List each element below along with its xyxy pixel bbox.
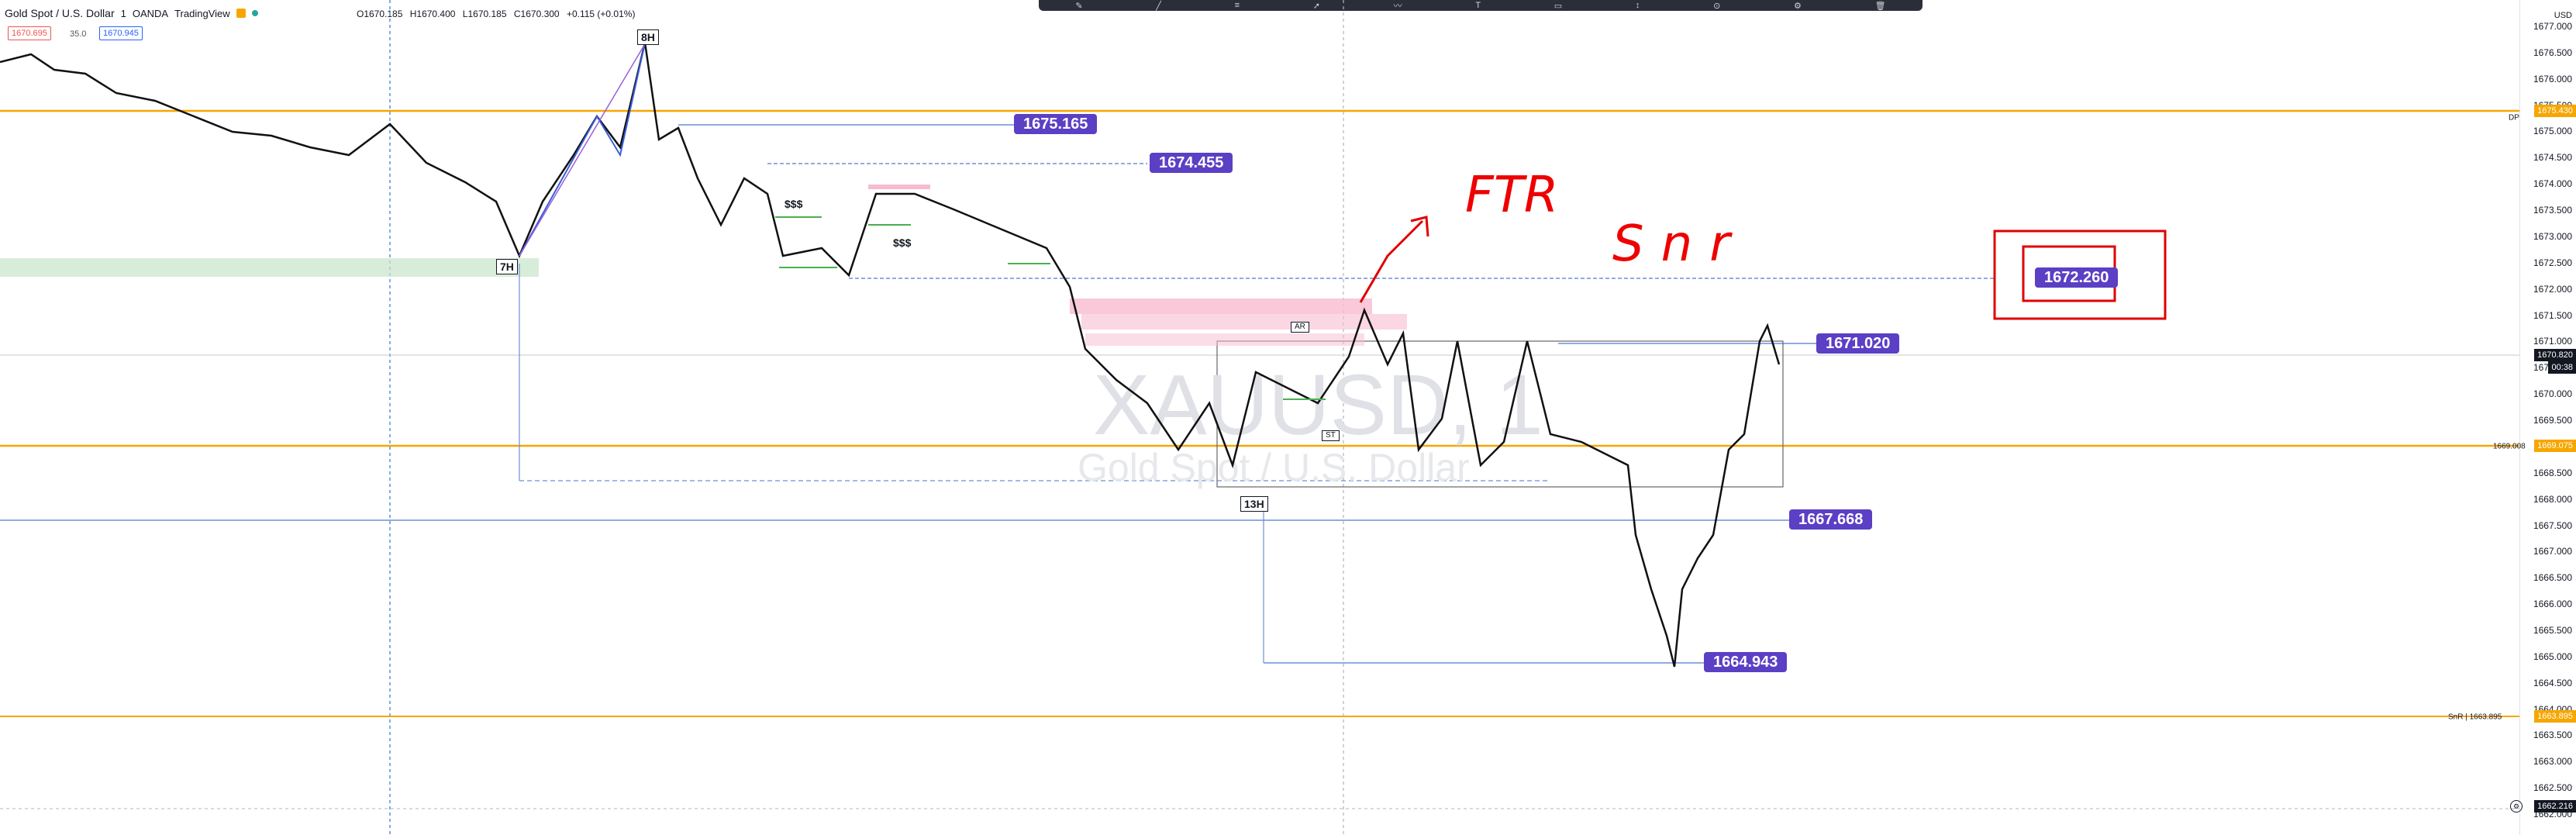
measure-icon[interactable]: ↕ — [1635, 1, 1640, 10]
axis-tick-label: 1672.500 — [2533, 257, 2572, 268]
liquidity-label-1: $$$ — [785, 198, 803, 210]
rect-icon[interactable]: ▭ — [1554, 1, 1563, 11]
svg-text:Gold Spot / U.S. Dollar: Gold Spot / U.S. Dollar — [1078, 446, 1470, 489]
side-label-dp: DP — [2509, 113, 2519, 122]
text-icon[interactable]: T — [1475, 1, 1481, 10]
axis-tick-label: 1666.500 — [2533, 572, 2572, 584]
brush-icon[interactable]: 〰 — [1393, 2, 1402, 11]
axis-last-price: 1670.820 — [2534, 349, 2576, 361]
ohlc-values: O1670.185 H1670.400 L1670.185 C1670.300 … — [357, 9, 640, 19]
axis-tick-label: 1668.000 — [2533, 493, 2572, 505]
axis-tick-label: 1663.500 — [2533, 730, 2572, 741]
axis-tick-label: 1674.500 — [2533, 152, 2572, 164]
axis-tick-label: 1667.000 — [2533, 546, 2572, 557]
axis-tick-label: 1668.500 — [2533, 467, 2572, 478]
axis-tick-label: 1666.000 — [2533, 599, 2572, 610]
axis-tick-label: 1673.500 — [2533, 205, 2572, 216]
annotation-ftr: FTR — [1465, 167, 1559, 224]
open-value: O1670.185 — [357, 9, 403, 19]
axis-tick-label: 1672.000 — [2533, 283, 2572, 295]
settings-icon[interactable]: ⚙ — [1794, 1, 1802, 11]
axis-tick-label: 1676.000 — [2533, 73, 2572, 85]
level-label-2[interactable]: 1674.455 — [1150, 153, 1233, 173]
symbol-header: Gold Spot / U.S. Dollar 1 OANDA TradingV… — [5, 5, 258, 22]
axis-tick-label: 1676.500 — [2533, 47, 2572, 58]
level-label-1[interactable]: 1675.165 — [1014, 114, 1098, 134]
axis-tick-label: 1663.000 — [2533, 756, 2572, 768]
level-label-3[interactable]: 1672.260 — [2035, 267, 2119, 288]
annotation-snr: Snr — [1612, 216, 1747, 273]
axis-tick-label: 1662.500 — [2533, 782, 2572, 794]
settings-icon[interactable]: ⚙ — [2510, 800, 2523, 813]
lock-icon[interactable]: ⊙ — [1713, 1, 1721, 11]
fib-icon[interactable]: ≡ — [1234, 1, 1240, 10]
axis-tag-1675: 1675.430 — [2534, 105, 2576, 117]
platform: TradingView — [174, 7, 230, 19]
pen-icon[interactable]: ✎ — [1075, 1, 1083, 11]
trash-icon[interactable]: 🗑 — [1874, 1, 1886, 11]
change-value: +0.115 (+0.01%) — [566, 9, 636, 19]
axis-tick-label: 1675.000 — [2533, 126, 2572, 137]
drawing-toolbar[interactable]: ✎ ╱ ≡ ➚ 〰 T ▭ ↕ ⊙ ⚙ 🗑 — [1039, 0, 1923, 11]
price-axis[interactable]: USD 1677.0001676.5001676.0001675.5001675… — [2519, 0, 2576, 835]
tag-st[interactable]: ST — [1322, 430, 1340, 441]
axis-tick-label: 1673.000 — [2533, 230, 2572, 242]
tag-8h[interactable]: 8H — [637, 29, 659, 45]
broker: OANDA — [132, 7, 169, 19]
tag-ar[interactable]: AR — [1291, 322, 1309, 333]
axis-tick-label: 1670.000 — [2533, 388, 2572, 400]
sell-price-box[interactable]: 1670.695 — [8, 26, 51, 40]
liquidity-label-2: $$$ — [893, 236, 912, 249]
axis-tag-1669: 1669.075 — [2534, 440, 2576, 452]
currency-label[interactable]: USD — [2554, 11, 2572, 20]
level-label-4[interactable]: 1671.020 — [1816, 333, 1900, 354]
axis-tick-label: 1674.000 — [2533, 178, 2572, 190]
axis-tick-label: 1667.500 — [2533, 519, 2572, 531]
low-value: L1670.185 — [462, 9, 507, 19]
side-label-1669: 1669.008 — [2493, 442, 2526, 451]
axis-tick-label: 1664.500 — [2533, 677, 2572, 688]
svg-text:XAUUSD, 1: XAUUSD, 1 — [1093, 357, 1543, 453]
axis-tick-label: 1665.500 — [2533, 625, 2572, 636]
side-label-1663: SnR | 1663.895 — [2448, 713, 2502, 722]
line-icon[interactable]: ╱ — [1156, 1, 1161, 11]
tag-13h[interactable]: 13H — [1240, 496, 1268, 512]
level-label-5[interactable]: 1667.668 — [1789, 509, 1873, 530]
flag-icon — [236, 9, 246, 18]
axis-countdown: 00:38 — [2548, 361, 2576, 374]
close-value: C1670.300 — [513, 9, 560, 19]
axis-tick-label: 1669.500 — [2533, 415, 2572, 426]
axis-tick-label: 1677.000 — [2533, 21, 2572, 32]
level-label-6[interactable]: 1664.943 — [1704, 652, 1788, 672]
symbol-name[interactable]: Gold Spot / U.S. Dollar — [5, 7, 115, 19]
axis-tag-1663: 1663.895 — [2534, 710, 2576, 723]
axis-tick-label: 1671.000 — [2533, 336, 2572, 347]
axis-tick-label: 1665.000 — [2533, 650, 2572, 662]
interval[interactable]: 1 — [120, 7, 126, 19]
axis-tag-bottom: 1662.216 — [2534, 800, 2576, 813]
high-value: H1670.400 — [409, 9, 456, 19]
axis-tick-label: 1671.500 — [2533, 309, 2572, 321]
spread-value: 35.0 — [70, 29, 87, 39]
buy-price-box[interactable]: 1670.945 — [99, 26, 143, 40]
status-dot-icon — [251, 10, 258, 16]
arrow-icon[interactable]: ➚ — [1312, 1, 1320, 11]
tag-7h[interactable]: 7H — [496, 259, 518, 274]
